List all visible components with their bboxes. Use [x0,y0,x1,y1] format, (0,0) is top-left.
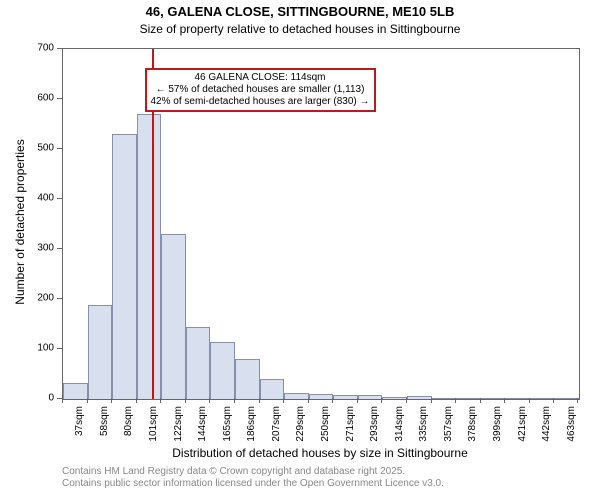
bar [554,398,579,399]
x-tick [553,398,554,403]
bar [505,398,530,399]
x-tick-label: 165sqm [222,406,233,456]
y-tick [57,248,62,249]
chart-title: 46, GALENA CLOSE, SITTINGBOURNE, ME10 5L… [0,4,600,19]
x-tick [160,398,161,403]
y-tick-label: 600 [22,93,54,104]
x-tick [381,398,382,403]
x-tick [357,398,358,403]
bar [186,327,211,400]
bar [210,342,235,400]
x-tick [259,398,260,403]
x-tick-label: 421sqm [517,406,528,456]
bar [481,398,506,399]
x-tick-label: 58sqm [99,406,110,456]
x-tick [504,398,505,403]
x-tick [62,398,63,403]
bar [407,396,432,400]
x-tick-label: 399sqm [492,406,503,456]
bar [284,393,309,399]
annotation-box: 46 GALENA CLOSE: 114sqm← 57% of detached… [145,68,376,112]
x-tick [87,398,88,403]
x-tick-label: 314sqm [394,406,405,456]
x-tick [209,398,210,403]
x-tick-label: 271sqm [345,406,356,456]
x-tick-label: 442sqm [541,406,552,456]
x-tick [480,398,481,403]
footer-line1: Contains HM Land Registry data © Crown c… [62,466,444,478]
y-tick-label: 100 [22,343,54,354]
annotation-line3: 42% of semi-detached houses are larger (… [151,96,370,108]
x-tick [136,398,137,403]
footer-line2: Contains public sector information licen… [62,478,444,490]
x-tick [431,398,432,403]
x-tick [406,398,407,403]
x-tick-label: 229sqm [295,406,306,456]
bar [432,398,457,399]
y-tick-label: 300 [22,243,54,254]
bar [530,398,555,399]
x-tick-label: 293sqm [369,406,380,456]
bar [112,134,137,399]
x-tick [577,398,578,403]
bar [161,234,186,399]
bar [358,395,383,399]
y-tick [57,348,62,349]
subtitle-text: Size of property relative to detached ho… [140,22,461,36]
x-tick [529,398,530,403]
bar [260,379,285,399]
x-tick [283,398,284,403]
y-tick [57,298,62,299]
x-tick-label: 80sqm [123,406,134,456]
bar [235,359,260,399]
y-tick [57,48,62,49]
x-tick [185,398,186,403]
x-tick-label: 378sqm [467,406,478,456]
x-tick [332,398,333,403]
bar [309,394,334,399]
bar [63,383,88,399]
x-tick [111,398,112,403]
y-tick-label: 200 [22,293,54,304]
bar [137,114,162,399]
x-tick-label: 207sqm [271,406,282,456]
x-tick [308,398,309,403]
y-tick-label: 700 [22,43,54,54]
chart-subtitle: Size of property relative to detached ho… [0,22,600,36]
x-tick [234,398,235,403]
x-tick-label: 101sqm [148,406,159,456]
footer: Contains HM Land Registry data © Crown c… [62,466,444,490]
y-tick-label: 400 [22,193,54,204]
x-tick-label: 37sqm [74,406,85,456]
bar [456,398,481,400]
annotation-line2: ← 57% of detached houses are smaller (1,… [151,84,370,96]
y-axis-label-text: Number of detached properties [13,139,27,304]
y-tick [57,98,62,99]
x-tick-label: 122sqm [173,406,184,456]
x-tick-label: 463sqm [566,406,577,456]
x-tick-label: 357sqm [443,406,454,456]
bar [333,395,358,400]
y-tick [57,148,62,149]
x-tick-label: 144sqm [197,406,208,456]
title-text: 46, GALENA CLOSE, SITTINGBOURNE, ME10 5L… [146,4,455,19]
chart-container: 46, GALENA CLOSE, SITTINGBOURNE, ME10 5L… [0,0,600,500]
bar [88,305,113,399]
bar [382,397,407,399]
x-tick-label: 250sqm [320,406,331,456]
y-tick [57,198,62,199]
y-tick-label: 500 [22,143,54,154]
y-tick-label: 0 [22,393,54,404]
annotation-line1: 46 GALENA CLOSE: 114sqm [151,72,370,84]
x-tick-label: 186sqm [246,406,257,456]
x-tick [455,398,456,403]
x-tick-label: 335sqm [418,406,429,456]
